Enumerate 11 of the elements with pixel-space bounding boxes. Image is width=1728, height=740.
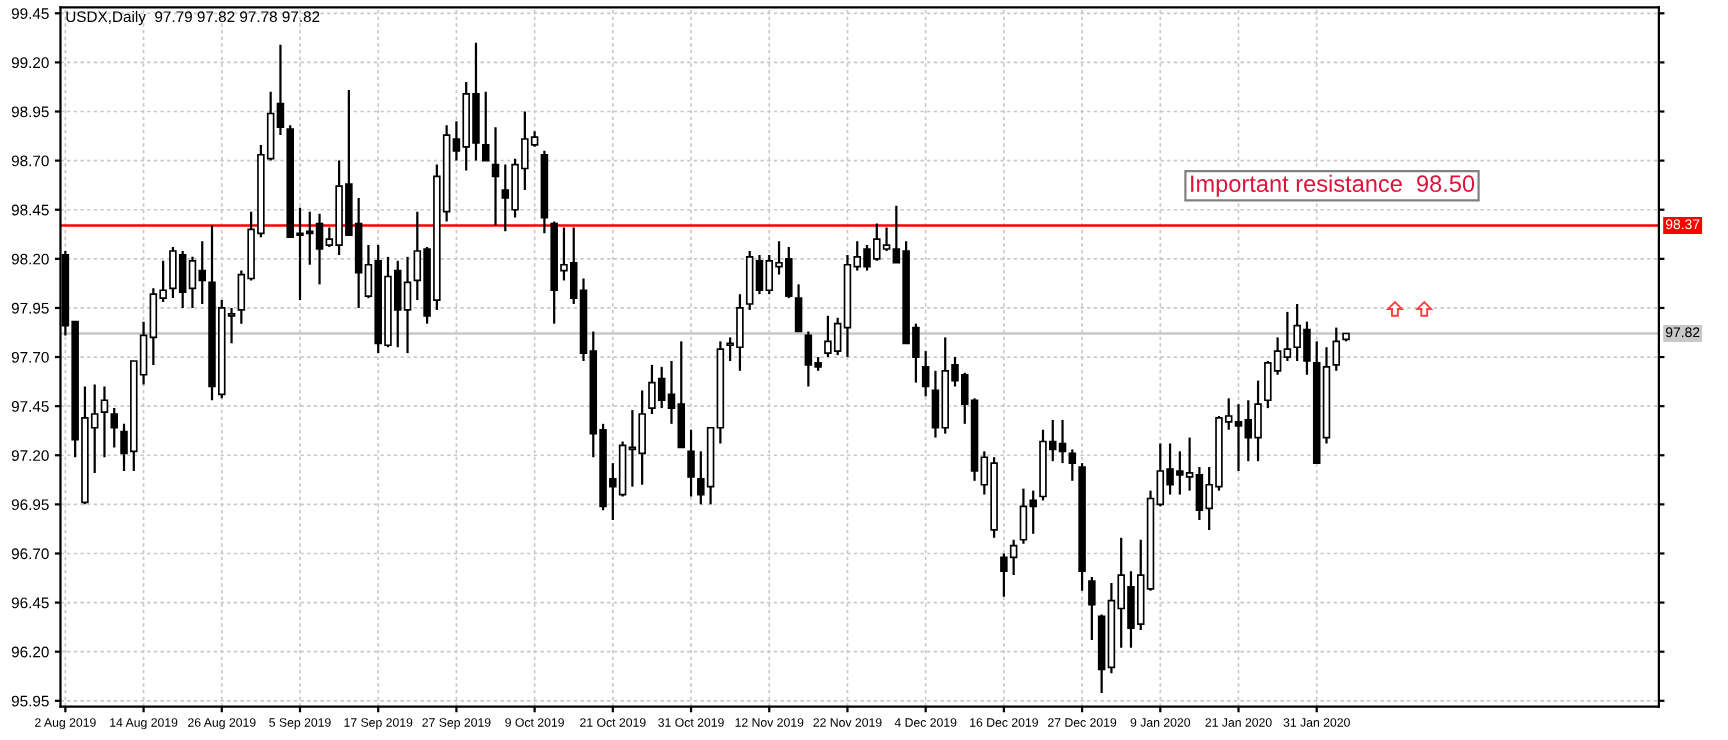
candlestick bbox=[110, 407, 119, 449]
candlestick bbox=[921, 350, 930, 398]
candlestick bbox=[687, 428, 695, 498]
candlestick bbox=[1332, 326, 1341, 372]
annotation: Important resistance 98.50 bbox=[1191, 174, 1475, 197]
candlestick bbox=[491, 126, 500, 227]
candlestick bbox=[1068, 448, 1077, 482]
candlestick bbox=[100, 385, 109, 459]
candlestick bbox=[794, 283, 803, 333]
candlestick bbox=[1088, 575, 1096, 642]
candlestick bbox=[481, 90, 490, 162]
